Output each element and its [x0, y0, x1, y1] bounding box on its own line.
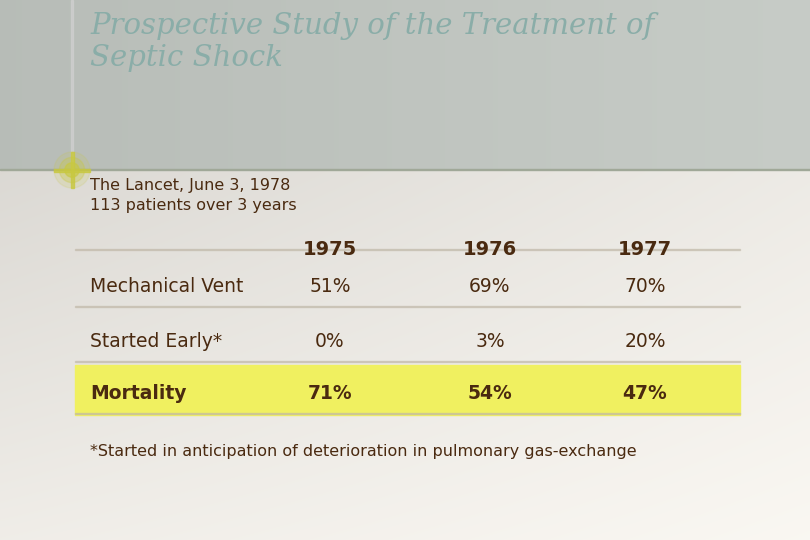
Bar	[54, 168, 90, 172]
Bar	[75, 249, 740, 250]
Circle shape	[54, 152, 90, 188]
Text: 69%: 69%	[469, 277, 511, 296]
Text: Mechanical Vent: Mechanical Vent	[90, 277, 243, 296]
Bar	[75, 306, 740, 307]
Text: Prospective Study of the Treatment of: Prospective Study of the Treatment of	[90, 12, 654, 40]
Text: 1975: 1975	[303, 240, 357, 259]
Text: 54%: 54%	[467, 384, 513, 403]
Text: 70%: 70%	[625, 277, 666, 296]
Bar	[0, 168, 810, 170]
Text: 20%: 20%	[625, 332, 666, 351]
Text: Septic Shock: Septic Shock	[90, 44, 283, 72]
Bar	[71, 0, 73, 170]
Bar	[70, 152, 74, 188]
Bar	[75, 361, 740, 362]
Text: 113 patients over 3 years: 113 patients over 3 years	[90, 198, 296, 213]
Text: Started Early*: Started Early*	[90, 332, 222, 351]
Text: Mortality: Mortality	[90, 384, 186, 403]
Circle shape	[65, 163, 79, 177]
Text: *Started in anticipation of deterioration in pulmonary gas-exchange: *Started in anticipation of deterioratio…	[90, 444, 637, 459]
Text: 51%: 51%	[309, 277, 351, 296]
Text: 71%: 71%	[308, 384, 352, 403]
Text: 1976: 1976	[463, 240, 517, 259]
Text: 0%: 0%	[315, 332, 345, 351]
Text: 1977: 1977	[618, 240, 672, 259]
Circle shape	[59, 157, 84, 183]
Bar	[75, 365, 740, 415]
Text: 47%: 47%	[623, 384, 667, 403]
Text: 3%: 3%	[475, 332, 505, 351]
Text: The Lancet, June 3, 1978: The Lancet, June 3, 1978	[90, 178, 290, 193]
Bar	[75, 413, 740, 414]
